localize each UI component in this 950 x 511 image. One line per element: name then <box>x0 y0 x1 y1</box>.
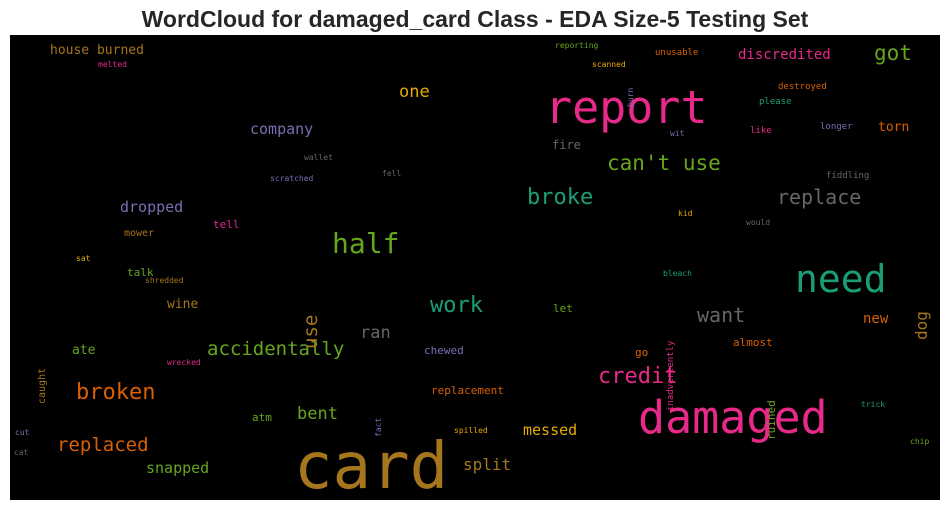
word-reporting: reporting <box>555 41 599 50</box>
word-wit: wit <box>670 129 685 138</box>
word-cat: cat <box>14 448 29 457</box>
word-trick: trick <box>861 400 886 409</box>
word-caught: caught <box>37 367 48 404</box>
word-dog: dog <box>912 311 931 340</box>
word-replaced: replaced <box>57 434 149 456</box>
word-wrecked: wrecked <box>167 358 201 367</box>
word-messed: messed <box>523 421 578 439</box>
word-chip: chip <box>910 437 930 446</box>
word-report: report <box>545 81 708 134</box>
word-work: work <box>430 293 483 318</box>
word-let: let <box>553 302 573 315</box>
word-split: split <box>463 455 512 474</box>
word-house-burned: house burned <box>50 43 144 58</box>
word-go: go <box>635 346 649 359</box>
word-card: card <box>294 430 449 500</box>
word-ruined: ruined <box>765 400 778 440</box>
word-fell: fell <box>382 169 402 178</box>
word-burn: burn <box>626 87 635 107</box>
word-discredited: discredited <box>738 47 831 63</box>
word-almost: almost <box>733 336 773 349</box>
word-atm: atm <box>252 411 272 424</box>
word-company: company <box>250 120 314 138</box>
word-cut: cut <box>15 428 30 437</box>
word-talk: talk <box>127 266 154 279</box>
word-mower: mower <box>124 228 155 239</box>
word-spilled: spilled <box>454 426 488 435</box>
word-broken: broken <box>76 380 156 405</box>
word-snapped: snapped <box>146 459 210 477</box>
word-use: use <box>300 314 322 349</box>
word-broke: broke <box>527 185 594 210</box>
word-tell: tell <box>213 218 240 231</box>
word-wallet: wallet <box>304 153 333 162</box>
word-fiddling: fiddling <box>826 171 870 181</box>
word-unusable: unusable <box>655 48 699 58</box>
word-want: want <box>697 303 746 327</box>
word-got: got <box>874 41 912 65</box>
word-fact: fact <box>374 417 383 437</box>
word-scanned: scanned <box>592 60 626 69</box>
word-shredded: shredded <box>145 276 184 285</box>
word-bleach: bleach <box>663 269 692 278</box>
word-one: one <box>399 82 430 102</box>
word-please: please <box>759 97 792 107</box>
word-accidentally: accidentally <box>207 338 345 360</box>
word-new: new <box>863 311 889 327</box>
word-longer: longer <box>820 122 853 132</box>
word-torn: torn <box>878 120 910 135</box>
word-need: need <box>795 257 887 301</box>
word-like: like <box>750 126 772 136</box>
word-inadvertently: inadvertently <box>666 340 676 411</box>
chart-title: WordCloud for damaged_card Class - EDA S… <box>141 6 809 32</box>
word-would: would <box>746 218 771 227</box>
word-bent: bent <box>297 404 338 424</box>
wordcloud-canvas: card report damaged need half broken credit wor… <box>10 35 940 500</box>
word-melted: melted <box>98 60 127 69</box>
word-ran: ran <box>360 323 391 343</box>
word-credit: credit <box>598 364 678 389</box>
word-dropped: dropped <box>120 198 184 216</box>
word-half: half <box>332 227 400 260</box>
word-damaged: damaged <box>638 391 828 444</box>
word-replacement: replacement <box>431 384 504 397</box>
word-kid: kid <box>678 209 693 218</box>
word-wine: wine <box>167 297 199 312</box>
word-destroyed: destroyed <box>778 82 827 92</box>
word-fire: fire <box>552 138 581 152</box>
word-scratched: scratched <box>270 174 314 183</box>
word-sat: sat <box>76 254 91 263</box>
word-replace: replace <box>777 185 862 209</box>
word-can-t-use: can't use <box>607 151 721 175</box>
word-ate: ate <box>72 343 96 358</box>
word-chewed: chewed <box>424 344 464 357</box>
